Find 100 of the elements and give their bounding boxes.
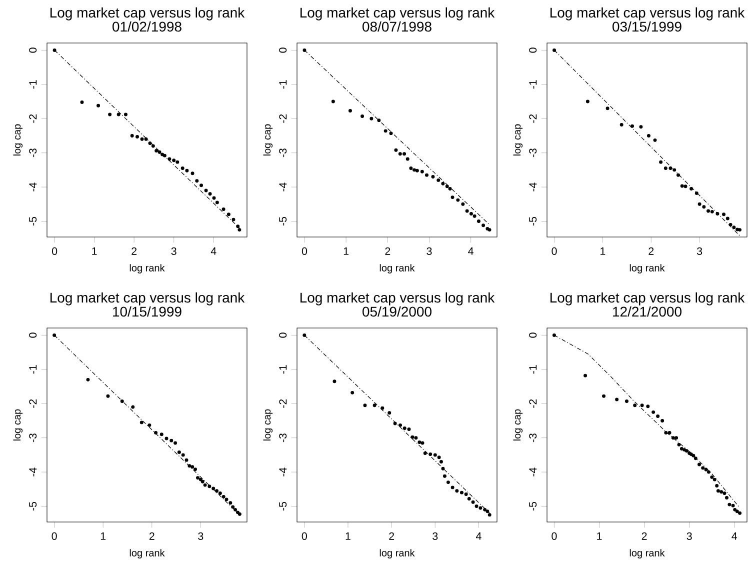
- point: [465, 209, 469, 213]
- x-tick-label: 4: [468, 247, 474, 255]
- point: [478, 506, 482, 510]
- point: [442, 474, 446, 478]
- point: [483, 508, 487, 512]
- y-tick-label: -3: [529, 148, 537, 158]
- point: [602, 394, 606, 398]
- point: [664, 166, 668, 170]
- point: [360, 114, 364, 118]
- y-tick-label: -5: [279, 216, 287, 226]
- point: [398, 152, 402, 156]
- point: [674, 436, 678, 440]
- point: [682, 448, 686, 452]
- point: [722, 492, 726, 495]
- point: [633, 404, 637, 408]
- x-tick-label: 1: [600, 247, 606, 255]
- point: [370, 116, 374, 120]
- point: [140, 420, 144, 424]
- y-tick-label: -2: [279, 114, 287, 123]
- point: [428, 452, 432, 456]
- point: [706, 209, 710, 213]
- point: [698, 202, 702, 206]
- y-tick-label: -3: [279, 148, 287, 158]
- point: [164, 436, 168, 440]
- point: [130, 134, 134, 138]
- point: [680, 447, 684, 451]
- point: [423, 451, 427, 455]
- chart-subtitle: 12/21/2000: [613, 306, 682, 317]
- point: [552, 333, 556, 337]
- point: [676, 173, 680, 177]
- point: [440, 460, 443, 464]
- point: [215, 200, 219, 204]
- point: [80, 100, 84, 104]
- x-tick-label: 1: [344, 247, 349, 255]
- point: [52, 48, 56, 52]
- chart-subtitle: 03/15/1999: [612, 21, 682, 32]
- point: [222, 208, 226, 212]
- point: [402, 152, 406, 156]
- point: [725, 496, 728, 500]
- y-tick-label: -2: [279, 399, 287, 408]
- y-tick-label: 0: [529, 332, 537, 338]
- y-tick-label: -4: [29, 468, 37, 476]
- point: [331, 100, 335, 104]
- chart-title: Log market cap versus log rank: [300, 7, 495, 20]
- point: [701, 466, 705, 470]
- point: [190, 172, 194, 176]
- chart-title: Log market cap versus log rank: [300, 292, 495, 306]
- y-tick-label: -1: [529, 80, 537, 89]
- point: [672, 168, 676, 172]
- point: [176, 160, 180, 164]
- point: [407, 428, 411, 432]
- point: [698, 462, 701, 466]
- point: [625, 399, 628, 403]
- point: [659, 160, 663, 164]
- x-tick-label: 0: [552, 532, 557, 540]
- point: [720, 490, 724, 494]
- point: [372, 404, 376, 408]
- point: [420, 170, 424, 174]
- point: [668, 430, 672, 434]
- point: [238, 512, 242, 516]
- point: [238, 228, 242, 232]
- y-tick-label: 0: [529, 48, 537, 53]
- y-axis-title: log cap: [263, 124, 273, 156]
- point: [738, 511, 742, 515]
- y-axis-title: log cap: [513, 124, 523, 156]
- point: [639, 125, 643, 129]
- point: [131, 405, 135, 409]
- y-tick-label: -2: [529, 114, 537, 123]
- point: [660, 418, 664, 422]
- point: [486, 510, 490, 514]
- x-tick-label: 0: [52, 532, 57, 540]
- point: [120, 399, 124, 403]
- chart-title: Log market cap versus log rank: [550, 7, 745, 20]
- y-tick-label: 0: [29, 332, 37, 338]
- point: [677, 442, 681, 446]
- point: [162, 154, 166, 158]
- point: [469, 212, 473, 216]
- point: [735, 510, 739, 514]
- x-axis-title: log rank: [380, 549, 415, 558]
- y-tick-label: -2: [529, 399, 537, 408]
- point: [445, 184, 449, 188]
- point: [694, 456, 698, 460]
- point: [170, 438, 174, 442]
- y-tick-label: -3: [29, 434, 37, 442]
- x-tick-label: 4: [476, 532, 482, 540]
- point: [646, 404, 650, 408]
- point: [656, 414, 660, 418]
- point: [160, 152, 164, 156]
- point: [418, 440, 422, 444]
- x-tick-label: 1: [597, 532, 602, 540]
- point: [236, 224, 240, 228]
- x-tick-label: 2: [648, 247, 654, 255]
- point: [231, 505, 235, 509]
- y-axis-title: log cap: [13, 124, 23, 156]
- point: [195, 179, 199, 183]
- point: [728, 502, 732, 506]
- point: [158, 150, 162, 154]
- point: [377, 118, 381, 122]
- point: [184, 458, 188, 462]
- point: [420, 441, 424, 445]
